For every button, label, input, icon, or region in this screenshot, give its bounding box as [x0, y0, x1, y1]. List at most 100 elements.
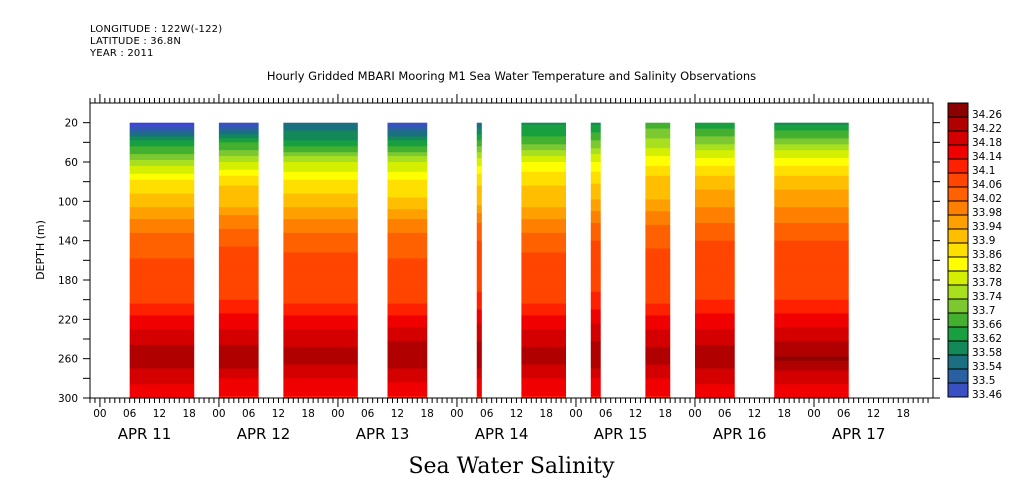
heatmap-cell: [218, 258, 259, 261]
heatmap-cell: [283, 293, 358, 297]
heatmap-cell: [218, 354, 259, 358]
heatmap-cell: [283, 339, 358, 342]
heatmap-cell: [218, 167, 259, 171]
heatmap-cell: [521, 295, 566, 299]
heatmap-cell: [695, 181, 735, 185]
heatmap-cell: [387, 378, 428, 381]
colorbar-swatch: [947, 144, 969, 160]
heatmap-cell: [387, 376, 428, 379]
heatmap-cell: [521, 144, 566, 147]
heatmap-cell: [774, 209, 849, 212]
heatmap-cell: [283, 232, 358, 236]
heatmap-cell: [387, 303, 428, 307]
x-tick-label: 12: [153, 408, 166, 420]
heatmap-cell: [283, 262, 358, 265]
heatmap-cell: [645, 173, 671, 177]
data-segment: [129, 122, 195, 399]
heatmap-cell: [521, 362, 566, 366]
heatmap-cell: [283, 274, 358, 277]
heatmap-cell: [129, 278, 195, 281]
heatmap-cell: [590, 348, 601, 352]
heatmap-cell: [590, 146, 601, 149]
heatmap-cell: [218, 346, 259, 350]
heatmap-cell: [218, 283, 259, 287]
heatmap-cell: [521, 169, 566, 173]
heatmap-cell: [129, 276, 195, 279]
heatmap-cell: [476, 228, 482, 232]
heatmap-cell: [774, 142, 849, 145]
heatmap-cell: [521, 325, 566, 328]
heatmap-cell: [387, 254, 428, 257]
heatmap-cell: [218, 370, 259, 374]
heatmap-cell: [129, 307, 195, 311]
heatmap-cell: [774, 325, 849, 328]
heatmap-cell: [283, 331, 358, 334]
heatmap-cell: [590, 250, 601, 254]
heatmap-cell: [695, 348, 735, 352]
heatmap-cell: [645, 268, 671, 271]
heatmap-cell: [645, 366, 671, 370]
heatmap-cell: [218, 156, 259, 159]
heatmap-cell: [283, 146, 358, 149]
heatmap-cell: [129, 150, 195, 153]
heatmap-cell: [283, 142, 358, 145]
heatmap-cell: [476, 165, 482, 169]
heatmap-cell: [645, 242, 671, 246]
heatmap-cell: [129, 382, 195, 385]
heatmap-cell: [774, 122, 849, 126]
heatmap-cell: [590, 160, 601, 163]
heatmap-cell: [645, 124, 671, 128]
heatmap-cell: [521, 278, 566, 281]
heatmap-cell: [590, 285, 601, 289]
heatmap-cell: [521, 132, 566, 136]
heatmap-cell: [695, 309, 735, 313]
heatmap-cell: [476, 260, 482, 263]
heatmap-cell: [774, 228, 849, 232]
heatmap-cell: [774, 262, 849, 265]
heatmap-cell: [476, 240, 482, 244]
heatmap-cell: [590, 248, 601, 252]
heatmap-cell: [695, 307, 735, 311]
heatmap-cell: [645, 197, 671, 200]
heatmap-cell: [521, 179, 566, 183]
heatmap-cell: [129, 370, 195, 374]
heatmap-cell: [387, 169, 428, 173]
heatmap-cell: [590, 234, 601, 238]
x-day-label: APR 12: [237, 425, 291, 443]
heatmap-cell: [283, 197, 358, 200]
heatmap-cell: [129, 126, 195, 130]
heatmap-cell: [218, 234, 259, 238]
heatmap-cell: [218, 344, 259, 348]
heatmap-cell: [590, 215, 601, 218]
y-tick-label: 180: [58, 275, 78, 287]
heatmap-cell: [476, 264, 482, 267]
heatmap-cell: [695, 250, 735, 254]
heatmap-cell: [283, 297, 358, 301]
heatmap-cell: [695, 230, 735, 234]
heatmap-cell: [695, 169, 735, 173]
heatmap-cell: [283, 358, 358, 362]
heatmap-cell: [129, 160, 195, 163]
heatmap-cell: [218, 183, 259, 187]
heatmap-cell: [218, 211, 259, 214]
heatmap-cell: [521, 301, 566, 305]
heatmap-cell: [645, 162, 671, 165]
heatmap-cell: [590, 289, 601, 293]
heatmap-cell: [774, 378, 849, 381]
heatmap-cell: [695, 191, 735, 195]
heatmap-cell: [218, 134, 259, 138]
heatmap-cell: [387, 199, 428, 202]
heatmap-cell: [521, 287, 566, 291]
heatmap-cell: [283, 124, 358, 128]
colorbar-swatch: [947, 382, 969, 398]
heatmap-cell: [590, 193, 601, 197]
heatmap-cell: [387, 366, 428, 370]
heatmap-cell: [521, 311, 566, 315]
heatmap-cell: [476, 293, 482, 297]
heatmap-cell: [283, 209, 358, 212]
heatmap-cell: [476, 305, 482, 309]
heatmap-cell: [645, 160, 671, 163]
heatmap-cell: [590, 301, 601, 305]
heatmap-cell: [645, 278, 671, 281]
heatmap-cell: [476, 181, 482, 185]
